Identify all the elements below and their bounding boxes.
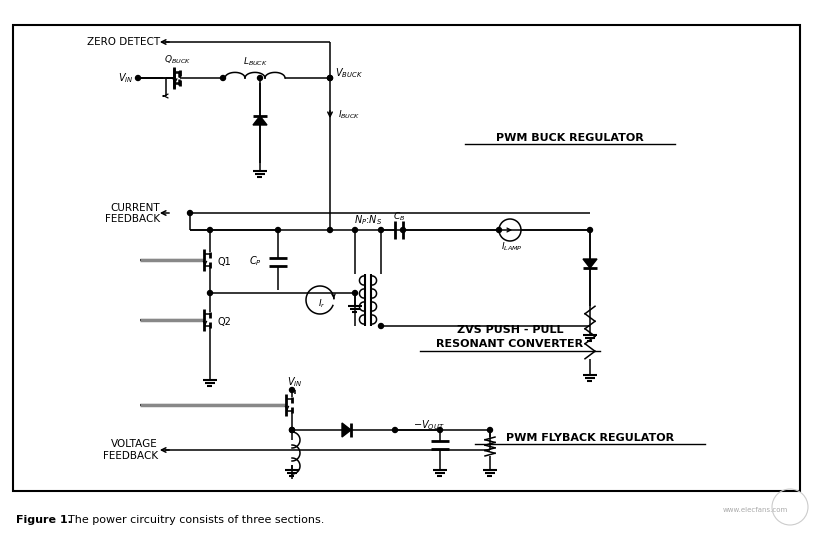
Circle shape [587, 227, 592, 232]
Circle shape [257, 75, 262, 81]
Circle shape [437, 428, 443, 433]
Circle shape [289, 428, 294, 433]
Polygon shape [583, 259, 597, 268]
Text: Q2: Q2 [218, 317, 232, 327]
Text: $C_B$: $C_B$ [393, 211, 405, 223]
Circle shape [497, 227, 502, 232]
Text: $V_{IN}$: $V_{IN}$ [288, 375, 303, 389]
Text: Q1: Q1 [218, 257, 232, 267]
Text: $I_{LAMP}$: $I_{LAMP}$ [501, 241, 523, 253]
Text: $N_P$:$N_S$: $N_P$:$N_S$ [354, 213, 382, 227]
Text: CURRENT: CURRENT [110, 203, 160, 213]
Text: $I_r$: $I_r$ [318, 298, 326, 310]
Text: www.elecfans.com: www.elecfans.com [722, 507, 788, 513]
Circle shape [208, 227, 212, 232]
Text: FEEDBACK: FEEDBACK [103, 451, 158, 461]
Text: ZVS PUSH - PULL: ZVS PUSH - PULL [457, 325, 563, 335]
Text: PWM BUCK REGULATOR: PWM BUCK REGULATOR [496, 133, 644, 143]
Text: $I_{BUCK}$: $I_{BUCK}$ [338, 109, 360, 121]
Text: $C_P$: $C_P$ [249, 255, 262, 269]
Text: The power circuitry consists of three sections.: The power circuitry consists of three se… [61, 515, 324, 525]
Circle shape [289, 388, 294, 392]
Text: $L_{BUCK}$: $L_{BUCK}$ [243, 56, 267, 68]
Circle shape [187, 210, 193, 216]
Circle shape [352, 290, 358, 295]
Circle shape [136, 75, 141, 81]
Circle shape [328, 75, 333, 81]
Text: Figure 1.: Figure 1. [16, 515, 72, 525]
Circle shape [400, 227, 405, 232]
Circle shape [328, 227, 333, 232]
Circle shape [328, 75, 333, 81]
Circle shape [208, 290, 212, 295]
Circle shape [275, 227, 280, 232]
Bar [13, 25, 800, 491]
Text: $V_{BUCK}$: $V_{BUCK}$ [335, 66, 363, 80]
Circle shape [378, 324, 383, 328]
Circle shape [352, 227, 358, 232]
Text: PWM FLYBACK REGULATOR: PWM FLYBACK REGULATOR [506, 433, 674, 443]
Text: $V_{IN}$: $V_{IN}$ [118, 71, 134, 85]
Circle shape [289, 428, 294, 433]
Text: RESONANT CONVERTER: RESONANT CONVERTER [436, 339, 583, 349]
Text: ZERO DETECT: ZERO DETECT [87, 37, 160, 47]
Circle shape [378, 227, 383, 232]
Circle shape [488, 428, 493, 433]
Polygon shape [342, 423, 351, 437]
Text: FEEDBACK: FEEDBACK [105, 214, 160, 224]
Text: $Q_{BUCK}$: $Q_{BUCK}$ [164, 54, 191, 66]
Polygon shape [253, 116, 267, 125]
Circle shape [392, 428, 398, 433]
Text: VOLTAGE: VOLTAGE [111, 439, 158, 449]
Circle shape [221, 75, 225, 81]
Text: $-V_{OUT}$: $-V_{OUT}$ [413, 418, 444, 432]
